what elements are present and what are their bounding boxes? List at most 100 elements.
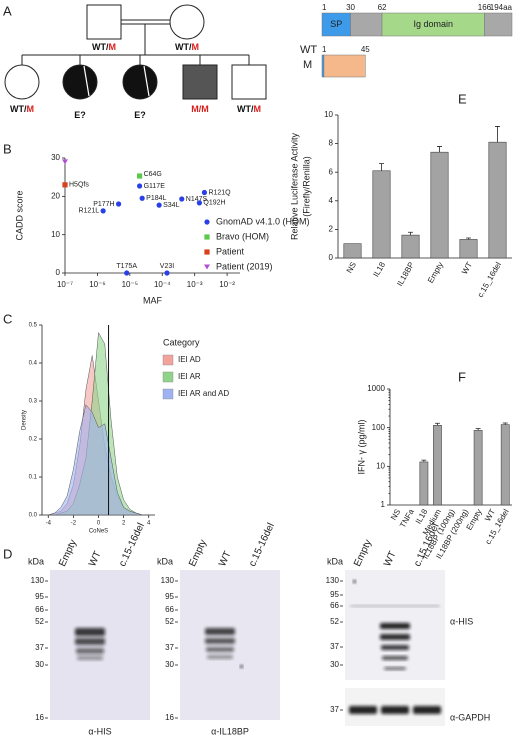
x-tick-label: 10⁻³ [187,280,203,289]
domain-name: SP [330,19,342,29]
x-tick-label: 4 [147,521,151,527]
y-axis-label: Relative Luciferase Activity [289,132,299,240]
position-label: 45 [361,45,370,54]
error-bar [475,428,481,431]
marker-label: 52 [35,617,44,626]
position-label: 166 [478,3,492,12]
marker-label: 30 [165,660,174,669]
x-tick-label: WT [460,260,474,275]
error-bar [502,422,508,425]
genotype-part: E? [74,110,86,120]
y-axis-label: CADD score [14,190,24,240]
genotype: E? [134,110,146,120]
bar [488,141,507,259]
genotype: E? [74,110,86,120]
band [75,628,105,636]
y-tick-label: 30 [51,153,60,162]
x-tick-label: -4 [46,521,52,527]
error-bar [421,459,427,462]
band [205,638,235,644]
point-label: G117E [144,183,166,190]
legend-swatch [162,371,174,383]
genotype-part: WT/ [10,104,27,114]
x-axis-label: MAF [143,295,163,305]
band [76,648,104,654]
genotype: WT/M [175,42,199,52]
marker-label: 37 [165,643,174,652]
genotype: WT/M [10,104,34,114]
legend-marker [204,264,210,270]
genotype-part: M [192,42,200,52]
band [240,665,243,668]
domain [323,54,366,78]
marker-label: 66 [330,601,339,610]
legend-label: Bravo (HOM) [216,231,269,241]
antibody-label: α-GAPDH [450,712,490,722]
error-bar [466,237,471,240]
x-tick-label: 10⁻⁶ [89,280,105,289]
marker-label: 66 [35,605,44,614]
marker-label: 130 [161,576,175,585]
point-label: R121L [78,208,99,215]
x-tick-label: 2 [122,521,126,527]
marker-label: 30 [35,660,44,669]
x-tick-label: -2 [71,521,77,527]
band [381,645,409,650]
domain [321,54,325,78]
panel-label: C [3,311,12,326]
x-tick-label: 10⁻⁴ [154,280,171,289]
domain-name: Ig domain [413,19,453,29]
slash [143,65,150,97]
lane-label: c.15-16del [247,521,277,568]
marker-label: 95 [35,592,44,601]
genotype-part: M [109,42,117,52]
y-tick-label: 10 [51,230,60,239]
x-tick-label: IL18 [371,260,387,278]
marker-label: 37 [330,705,339,714]
child [62,64,98,100]
error-bar [437,146,442,153]
marker-label: 37 [35,643,44,652]
point-label: N147S [186,196,208,203]
legend-label: Patient [216,246,245,256]
y-axis-label: IFN- γ (pg/ml) [356,419,366,474]
point-label: P184L [146,195,166,202]
point-label: R121Q [208,189,231,196]
y-axis-label: Density [22,410,28,430]
bar [419,461,429,506]
position-label: 1 [322,3,327,12]
legend-marker [204,249,210,255]
legend-marker [204,219,210,225]
marker-label: 130 [31,576,45,585]
bar [401,234,420,259]
band [380,634,410,640]
x-tick-label: 10⁻² [219,280,235,289]
point [62,182,68,188]
genotype-part: M [254,104,262,114]
y-tick-label: 0.0 [29,513,38,519]
point [196,200,203,206]
panel-label: E [458,91,467,106]
error-bar [379,163,384,171]
point [124,270,130,276]
x-tick-label: 0 [97,521,101,527]
legend-label: Patient (2019) [216,261,273,271]
band [384,667,406,670]
lane-label: WT [217,550,234,569]
legend-label: IEI AD [178,355,201,364]
y-tick-label: 100 [372,423,386,432]
band [413,706,441,714]
marker-label: 16 [35,713,44,722]
child [182,64,218,100]
child [4,64,40,100]
domain [484,12,513,37]
point-label: C64G [144,171,162,178]
blot [180,570,280,720]
domain [350,12,383,37]
legend-label: IEI AR and AD [178,389,229,398]
genotype-part: WT/ [175,42,192,52]
y-axis-label: (Firefly/Renilla) [301,156,311,217]
genotype: WT/M [237,104,261,114]
genotype-part: WT/ [237,104,254,114]
